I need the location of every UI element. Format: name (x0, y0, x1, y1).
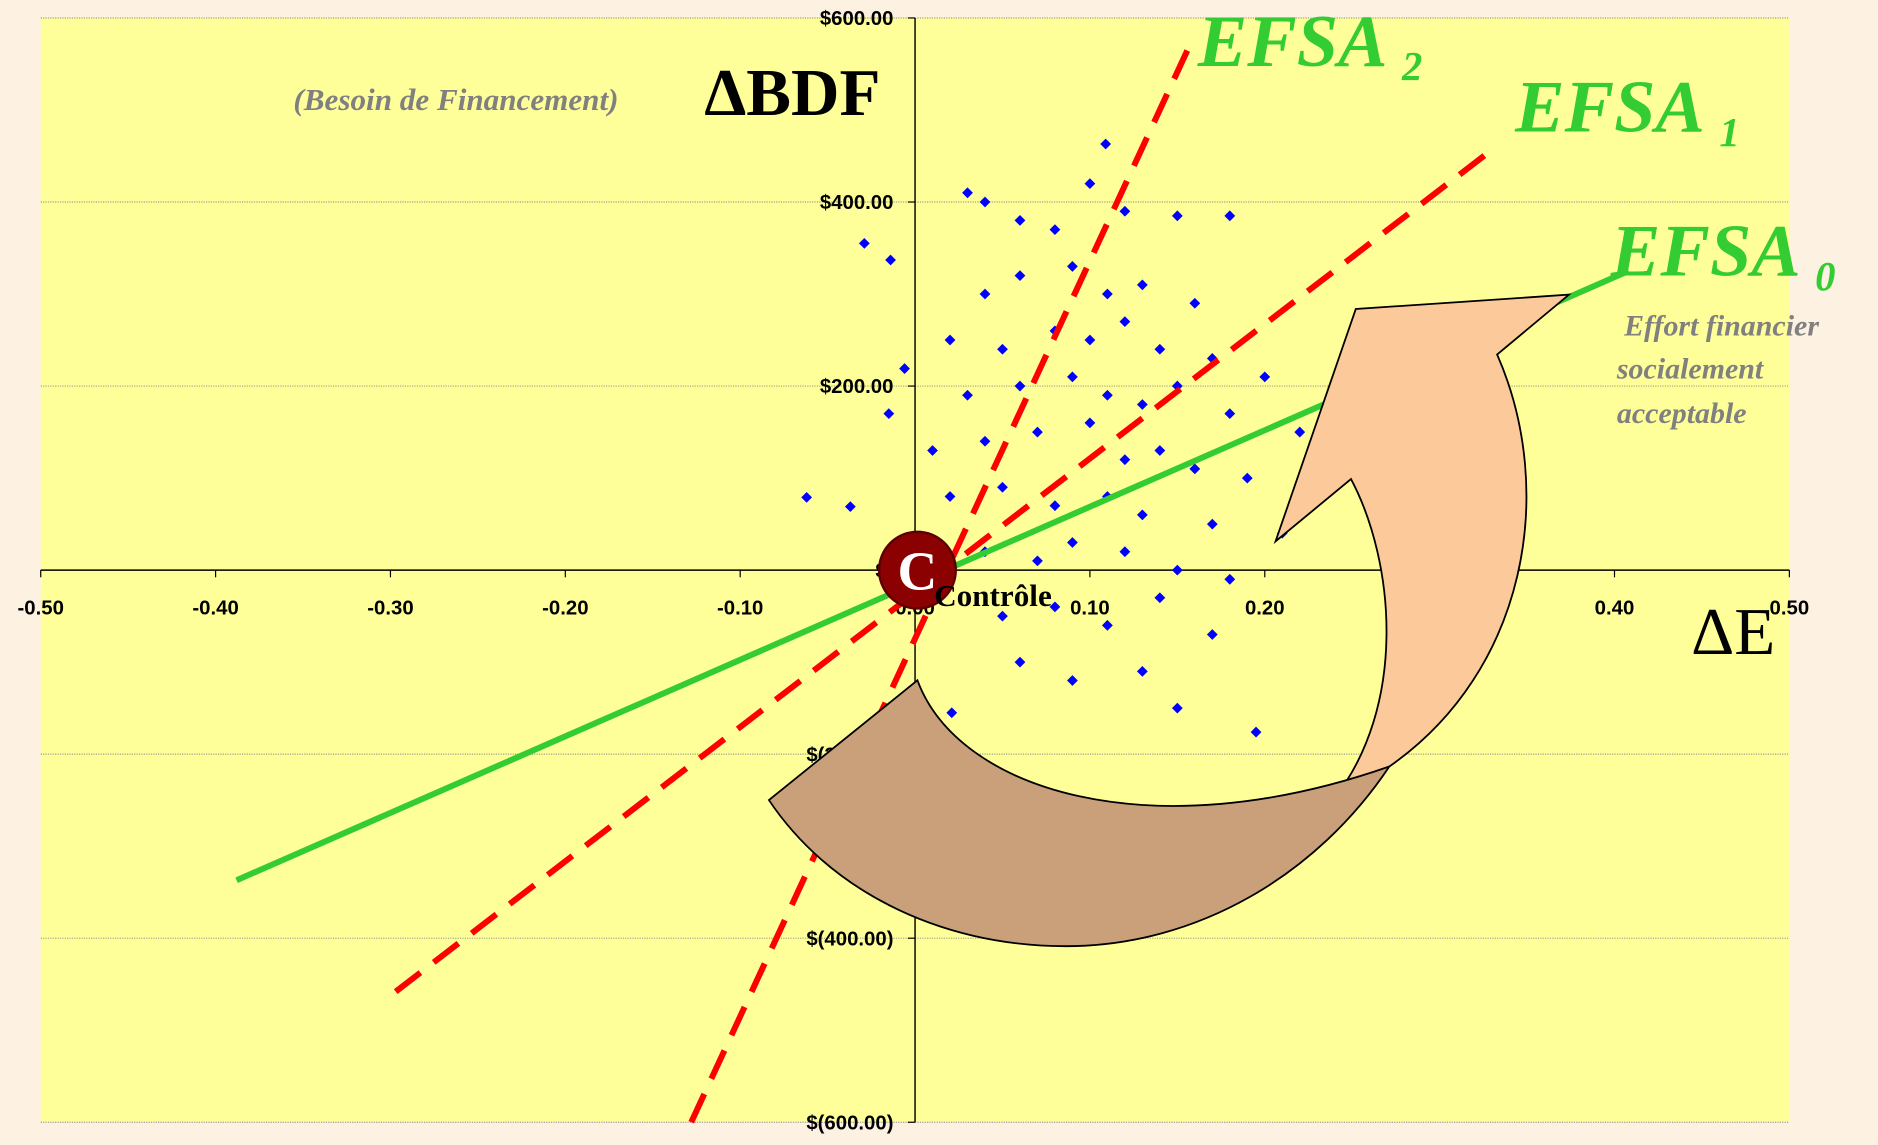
x-tick-label: -0.10 (717, 597, 763, 619)
y-label-note: (Besoin de Financement) (293, 82, 618, 117)
x-tick-label: -0.20 (542, 597, 588, 619)
y-label: ΔBDF (704, 55, 880, 130)
chart: $600.00$400.00$200.00$-$(200.00)$(400.00… (0, 0, 1878, 1145)
efsa-name: EFSA (1610, 210, 1801, 292)
efsa-label: EFSA 0 (1610, 210, 1836, 298)
y-tick-label: $(400.00) (806, 928, 893, 950)
efsa-name: EFSA (1197, 1, 1388, 83)
efsa-name: EFSA (1514, 67, 1705, 149)
note: Effort financier socialement acceptable (1616, 309, 1827, 429)
x-label: ΔE (1691, 594, 1775, 669)
origin-label: Contrôle (934, 578, 1052, 613)
y-tick-label: $600.00 (820, 8, 894, 30)
y-tick-label: $(600.00) (806, 1112, 893, 1134)
efsa-subscript: 2 (1401, 44, 1422, 89)
x-tick-label: -0.50 (18, 597, 64, 619)
y-tick-label: $200.00 (820, 376, 894, 398)
x-tick-label: 0.40 (1595, 597, 1635, 619)
note-line: acceptable (1617, 397, 1747, 430)
x-tick-label: 0.20 (1245, 597, 1285, 619)
x-tick-label: 0.10 (1070, 597, 1110, 619)
efsa-subscript: 1 (1719, 110, 1739, 155)
note-line: Effort financier (1623, 309, 1819, 342)
x-tick-label: -0.40 (192, 597, 238, 619)
y-tick-label: $400.00 (820, 192, 894, 214)
x-tick-label: -0.30 (367, 597, 413, 619)
x-tick-label: 0.50 (1770, 597, 1810, 619)
note-line: socialement (1616, 352, 1765, 385)
origin-marker-letter: C (898, 540, 938, 601)
efsa-subscript: 0 (1815, 254, 1835, 299)
